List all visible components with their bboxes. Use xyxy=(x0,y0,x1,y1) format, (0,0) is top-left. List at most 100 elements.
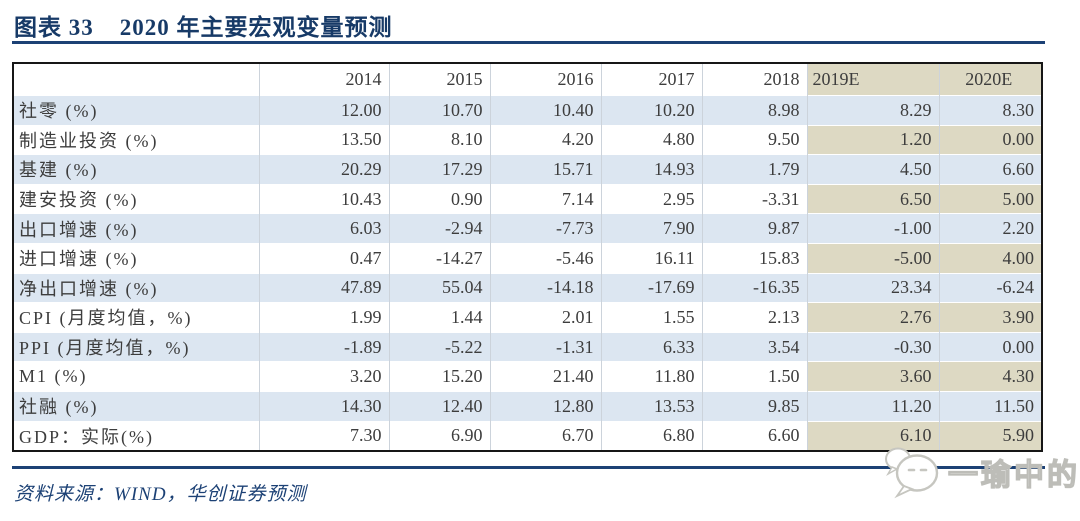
cell: -1.89 xyxy=(258,331,389,362)
cell: 12.80 xyxy=(489,390,601,422)
column-header: 2017 xyxy=(600,63,702,96)
cell: -3.31 xyxy=(701,183,807,214)
cell: 6.80 xyxy=(600,420,702,452)
watermark: 一瑜中的 xyxy=(884,443,1080,501)
cell: 2.13 xyxy=(701,302,807,333)
cell: 1.55 xyxy=(600,302,702,333)
cell: 6.03 xyxy=(258,213,389,244)
cell: 7.14 xyxy=(489,183,601,214)
cell: -16.35 xyxy=(701,272,807,303)
cell: 6.60 xyxy=(938,154,1042,185)
cell: 3.90 xyxy=(938,302,1042,333)
cell: 3.54 xyxy=(701,331,807,362)
figure-title: 图表 33 2020 年主要宏观变量预测 xyxy=(14,8,393,42)
cell: -5.00 xyxy=(806,242,939,274)
cell: 12.40 xyxy=(388,390,490,422)
table-row: GDP：实际(%) 7.30 6.90 6.70 6.80 6.60 6.10 5.90 xyxy=(13,420,1042,452)
cell: 4.30 xyxy=(938,361,1042,392)
column-header xyxy=(13,63,259,96)
table-row: 社融 (%) 14.30 12.40 12.80 13.53 9.85 11.20 11.50 xyxy=(13,390,1042,422)
cell: -5.22 xyxy=(388,331,490,362)
wechat-icon xyxy=(885,447,939,499)
cell: 6.33 xyxy=(600,331,702,362)
table-row: 出口增速 (%) 6.03 -2.94 -7.73 7.90 9.87 -1.00 2.20 xyxy=(13,213,1042,244)
cell: 10.20 xyxy=(600,95,702,126)
cell: -1.00 xyxy=(806,213,939,244)
cell: 2.01 xyxy=(489,302,601,333)
macro-forecast-table: 2014 2015 2016 2017 2018 2019E 2020E 社零 (%) 12.… xyxy=(12,62,1043,453)
cell: 5.90 xyxy=(938,420,1042,452)
table-header-row: 2014 2015 2016 2017 2018 2019E 2020E xyxy=(13,63,1042,96)
table-row: CPI (月度均值，%) 1.99 1.44 2.01 1.55 2.13 2.76 3.90 xyxy=(13,302,1042,333)
cell: 16.11 xyxy=(600,242,702,274)
cell: 4.80 xyxy=(600,124,702,155)
cell: 9.85 xyxy=(701,390,807,422)
cell: 4.00 xyxy=(938,242,1042,274)
cell: 21.40 xyxy=(489,361,601,392)
cell: -7.73 xyxy=(489,213,601,244)
cell: 1.79 xyxy=(701,154,807,185)
cell: 1.99 xyxy=(258,302,389,333)
watermark-text: 一瑜中的 xyxy=(947,458,1080,492)
row-label: 出口增速 (%) xyxy=(13,213,259,244)
figure-label: 图表 33 xyxy=(14,15,94,40)
cell: -0.30 xyxy=(806,331,939,362)
cell: 6.70 xyxy=(489,420,601,452)
cell: 6.10 xyxy=(806,420,939,452)
cell: 3.20 xyxy=(258,361,389,392)
row-label: 净出口增速 (%) xyxy=(13,272,259,303)
cell: 6.60 xyxy=(701,420,807,452)
column-header: 2019E xyxy=(806,63,939,96)
row-label: PPI (月度均值，%) xyxy=(13,331,259,362)
footer-rule xyxy=(12,466,1045,469)
cell: 8.30 xyxy=(938,95,1042,126)
cell: 15.20 xyxy=(388,361,490,392)
cell: 8.98 xyxy=(701,95,807,126)
table-row: 社零 (%) 12.00 10.70 10.40 10.20 8.98 8.29 8.30 xyxy=(13,95,1042,126)
cell: 11.80 xyxy=(600,361,702,392)
row-label: 社融 (%) xyxy=(13,390,259,422)
table-row: 制造业投资 (%) 13.50 8.10 4.20 4.80 9.50 1.20 0.00 xyxy=(13,124,1042,155)
column-header: 2020E xyxy=(938,63,1042,96)
cell: 8.29 xyxy=(806,95,939,126)
column-header: 2016 xyxy=(489,63,601,96)
cell: 1.44 xyxy=(388,302,490,333)
cell: 11.20 xyxy=(806,390,939,422)
table-row: 建安投资 (%) 10.43 0.90 7.14 2.95 -3.31 6.50 5.00 xyxy=(13,183,1042,214)
page-title: 2020 年主要宏观变量预测 xyxy=(119,15,393,40)
cell: 23.34 xyxy=(806,272,939,303)
cell: 1.50 xyxy=(701,361,807,392)
title-underline xyxy=(12,41,1045,44)
row-label: M1 (%) xyxy=(13,361,259,392)
cell: 4.50 xyxy=(806,154,939,185)
cell: -14.18 xyxy=(489,272,601,303)
cell: 4.20 xyxy=(489,124,601,155)
row-label: GDP：实际(%) xyxy=(13,420,259,452)
cell: 2.76 xyxy=(806,302,939,333)
cell: 12.00 xyxy=(258,95,389,126)
source-note: 资料来源：WIND，华创证券预测 xyxy=(14,484,307,505)
cell: 2.20 xyxy=(938,213,1042,244)
cell: 55.04 xyxy=(388,272,490,303)
cell: -6.24 xyxy=(938,272,1042,303)
cell: -5.46 xyxy=(489,242,601,274)
table-row: 进口增速 (%) 0.47 -14.27 -5.46 16.11 15.83 -5.00 4.… xyxy=(13,242,1042,274)
cell: -2.94 xyxy=(388,213,490,244)
cell: 10.43 xyxy=(258,183,389,214)
table-row: 基建 (%) 20.29 17.29 15.71 14.93 1.79 4.50 6.60 xyxy=(13,154,1042,185)
cell: 8.10 xyxy=(388,124,490,155)
cell: -1.31 xyxy=(489,331,601,362)
row-label: 基建 (%) xyxy=(13,154,259,185)
cell: -17.69 xyxy=(600,272,702,303)
cell: 14.93 xyxy=(600,154,702,185)
table-row: PPI (月度均值，%) -1.89 -5.22 -1.31 6.33 3.54 -0.30… xyxy=(13,331,1042,362)
cell: 3.60 xyxy=(806,361,939,392)
cell: 15.83 xyxy=(701,242,807,274)
column-header: 2018 xyxy=(701,63,807,96)
cell: 6.90 xyxy=(388,420,490,452)
row-label: 建安投资 (%) xyxy=(13,183,259,214)
cell: 17.29 xyxy=(388,154,490,185)
cell: 0.47 xyxy=(258,242,389,274)
row-label: 制造业投资 (%) xyxy=(13,124,259,155)
